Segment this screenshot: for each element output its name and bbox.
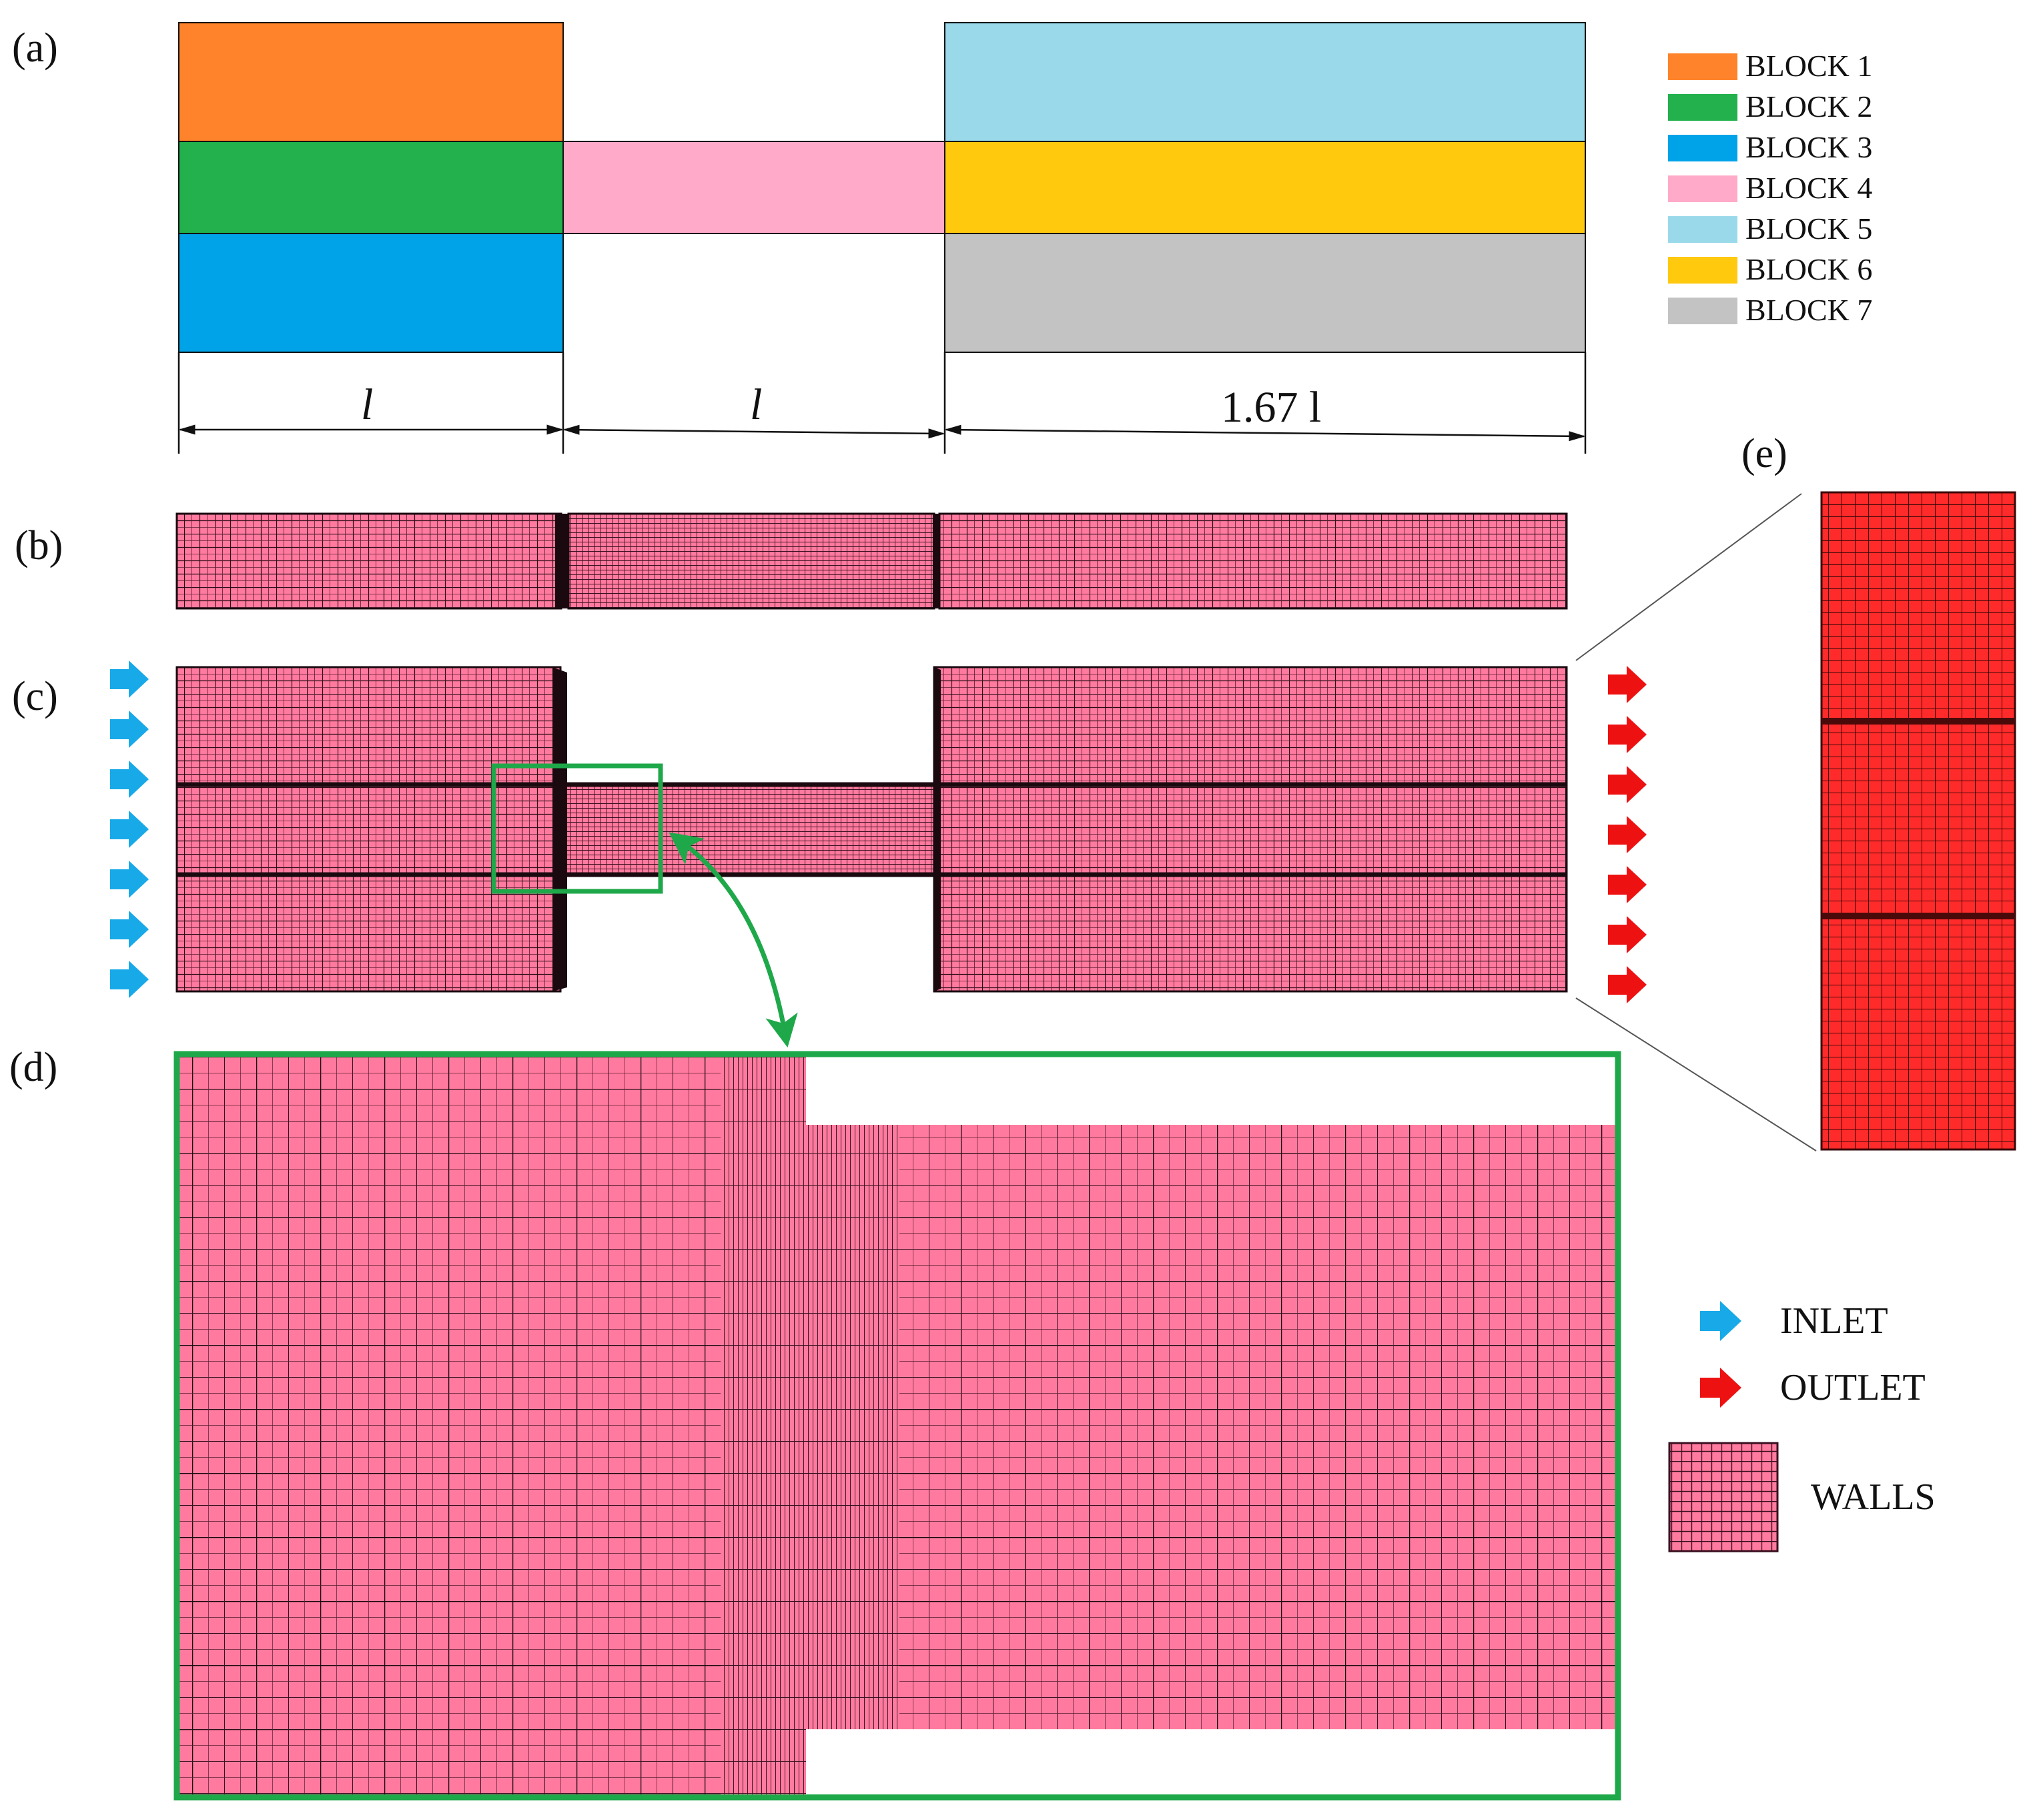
block-5 <box>944 22 1586 142</box>
front-view-throat-section <box>559 783 935 876</box>
block-6 <box>944 141 1586 234</box>
inlet-arrow <box>110 811 149 848</box>
inlet-arrows <box>110 660 149 998</box>
block-4 <box>562 141 945 234</box>
legend-swatch-2 <box>1668 94 1737 121</box>
outlet-arrow <box>1608 716 1647 753</box>
legend-swatch-1 <box>1668 53 1737 80</box>
side-view-section-1 <box>175 512 562 610</box>
inlet-arrow <box>110 711 149 748</box>
zoom-region-frame <box>491 763 663 894</box>
front-view-outlet-section <box>933 666 1568 993</box>
outlet-arrow <box>1608 766 1647 803</box>
inlet-arrow <box>110 911 149 948</box>
panel-label-b: (b) <box>15 523 63 568</box>
zoom-mesh-upstream <box>179 1057 806 1795</box>
legend-inlet-arrow-icon <box>1700 1301 1741 1341</box>
block-2 <box>178 141 564 234</box>
dimension-label-1: l <box>361 380 373 429</box>
dimension-lines <box>177 352 1587 454</box>
front-view-step-wall-1 <box>552 667 567 991</box>
dimension-label-2: l <box>750 380 762 429</box>
front-view-step-wall-2 <box>934 667 941 991</box>
block-layout <box>178 22 1586 353</box>
legend-swatch-5 <box>1668 216 1737 243</box>
mesh-front-view <box>175 666 1568 993</box>
legend-walls-mesh-icon <box>1668 1442 1779 1552</box>
block-1 <box>178 22 564 142</box>
outlet-face-view <box>1820 491 2016 1151</box>
legend-swatch-3 <box>1668 135 1737 161</box>
zoom-link-arrow <box>669 832 798 1048</box>
legend-swatch-7 <box>1668 298 1737 324</box>
outlet-arrow <box>1608 666 1647 703</box>
legend-outlet-label: OUTLET <box>1780 1367 1926 1408</box>
inlet-arrow <box>110 761 149 798</box>
legend-outlet-arrow-icon <box>1700 1368 1741 1408</box>
legend-label-2: BLOCK 2 <box>1745 89 1872 123</box>
outlet-face-mesh <box>1820 491 2016 1151</box>
zoom-frame <box>173 1051 1621 1801</box>
inlet-arrow <box>110 961 149 998</box>
legend-label-1: BLOCK 1 <box>1745 49 1872 83</box>
side-view-interface-1 <box>555 514 568 608</box>
dimension-label-3: 1.67 l <box>1221 383 1321 432</box>
outlet-leader-bottom <box>1575 997 1817 1152</box>
legend-label-3: BLOCK 3 <box>1745 130 1872 164</box>
legend-label-5: BLOCK 5 <box>1745 211 1872 246</box>
block-legend: BLOCK 1 BLOCK 2 BLOCK 3 BLOCK 4 BLOCK 5 … <box>1668 49 1872 327</box>
front-view-inlet-section <box>175 666 562 993</box>
outlet-arrow <box>1608 916 1647 953</box>
outlet-face-block-line-upper <box>1821 718 2015 725</box>
outlet-face-block-line-lower <box>1821 913 2015 919</box>
legend-label-6: BLOCK 6 <box>1745 252 1872 286</box>
boundary-legend: INLET OUTLET WALLS <box>1668 1300 1936 1552</box>
side-view-section-3 <box>938 512 1568 610</box>
legend-swatch-4 <box>1668 175 1737 202</box>
panel-label-e: (e) <box>1741 431 1787 476</box>
outlet-arrow <box>1608 966 1647 1003</box>
panel-label-c: (c) <box>12 674 58 719</box>
inlet-arrow <box>110 861 149 898</box>
block-3 <box>178 233 564 353</box>
legend-label-7: BLOCK 7 <box>1745 293 1872 327</box>
inlet-arrow <box>110 660 149 698</box>
outlet-leader-top <box>1575 493 1802 661</box>
side-view-section-2 <box>567 512 935 610</box>
zoom-mesh-downstream <box>806 1125 1617 1729</box>
outlet-arrow <box>1608 866 1647 903</box>
panel-label-a: (a) <box>12 25 58 71</box>
zoom-mesh-interface <box>721 1057 806 1795</box>
side-view-interface-2 <box>933 514 939 608</box>
panel-label-d: (d) <box>9 1045 57 1090</box>
legend-swatch-6 <box>1668 257 1737 284</box>
outlet-arrows <box>1608 666 1647 1003</box>
block-7 <box>944 233 1586 353</box>
outlet-arrow <box>1608 816 1647 853</box>
legend-label-4: BLOCK 4 <box>1745 171 1872 205</box>
legend-walls-label: WALLS <box>1811 1476 1936 1518</box>
mesh-zoom-view <box>173 1051 1621 1801</box>
mesh-side-view <box>175 512 1568 610</box>
legend-inlet-label: INLET <box>1780 1300 1888 1342</box>
zoom-mesh-transition <box>806 1125 899 1729</box>
